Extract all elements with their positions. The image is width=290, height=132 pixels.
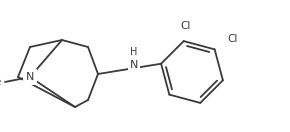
- Text: Me: Me: [0, 77, 1, 87]
- Text: N: N: [26, 72, 34, 82]
- Text: Cl: Cl: [227, 34, 238, 44]
- Text: N: N: [130, 60, 138, 70]
- Text: Cl: Cl: [181, 21, 191, 31]
- Text: H: H: [130, 47, 138, 57]
